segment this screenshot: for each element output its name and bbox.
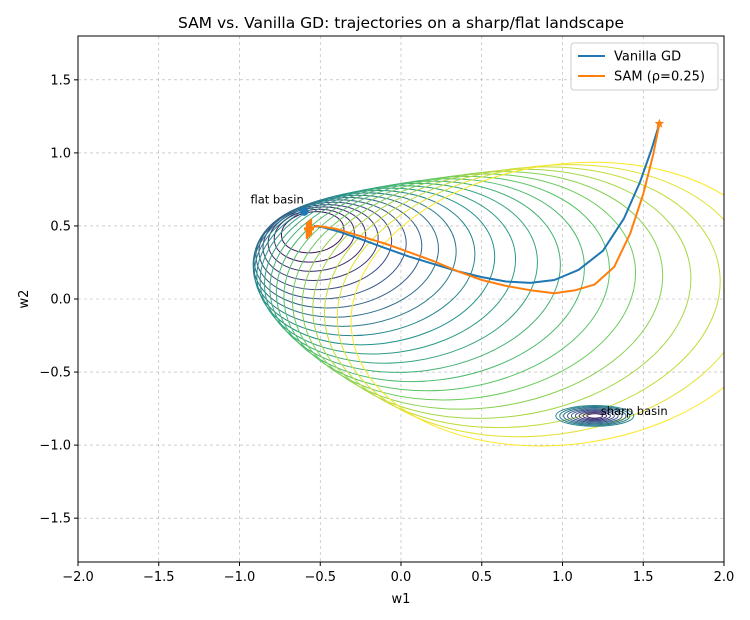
x-axis-ticks: −2.0 −1.5 −1.0 −0.5 0.0 0.5 1.0 1.5 2.0 xyxy=(62,562,734,585)
contour-flat xyxy=(283,175,610,392)
contour-flat xyxy=(350,161,724,447)
annotation-flat-basin: flat basin xyxy=(250,192,303,206)
y-tick-label: 1.0 xyxy=(50,146,71,161)
legend-box xyxy=(570,42,719,91)
contour-sharp xyxy=(563,407,627,425)
contour-sharp xyxy=(567,408,623,424)
contour-sharp xyxy=(559,406,631,426)
contour-flat xyxy=(301,171,664,410)
contour-sharp xyxy=(574,410,615,422)
contour-sharp xyxy=(555,405,635,427)
start-star-marker xyxy=(654,118,665,128)
series-line-0 xyxy=(313,123,661,284)
y-axis-label: w2 xyxy=(17,290,32,309)
series-line-1 xyxy=(308,123,661,295)
legend-label-vanilla-gd: Vanilla GD xyxy=(614,50,681,65)
contour-sharp xyxy=(578,411,611,421)
contour-flat xyxy=(291,173,637,401)
x-axis-label: w1 xyxy=(392,592,411,607)
contour-lines xyxy=(252,161,724,447)
y-tick-label: 0.5 xyxy=(50,219,71,234)
contour-sharp xyxy=(582,412,608,420)
y-tick-label: 1.5 xyxy=(50,73,71,88)
x-tick-label: 0.0 xyxy=(391,570,412,585)
contour-flat xyxy=(336,164,724,438)
chart-title: SAM vs. Vanilla GD: trajectories on a sh… xyxy=(178,14,624,32)
y-tick-label: −1.0 xyxy=(39,439,71,454)
contour-flat xyxy=(323,166,721,429)
annotations: flat basin sharp basin xyxy=(250,192,667,418)
contour-flat xyxy=(312,168,692,419)
x-tick-label: −0.5 xyxy=(304,570,336,585)
y-tick-label: −0.5 xyxy=(39,366,71,381)
x-tick-label: 1.5 xyxy=(633,570,654,585)
legend-label-sam: SAM (ρ=0.25) xyxy=(614,70,705,85)
annotation-sharp-basin: sharp basin xyxy=(601,404,668,418)
y-tick-label: −1.5 xyxy=(39,512,71,527)
x-tick-label: 1.0 xyxy=(552,570,573,585)
contour-flat xyxy=(267,206,367,272)
contour-sharp xyxy=(570,409,619,423)
y-axis-ticks: −1.5 −1.0 −0.5 0.0 0.5 1.0 1.5 xyxy=(39,73,78,527)
contour-flat xyxy=(280,211,345,254)
y-tick-label: 0.0 xyxy=(50,293,71,308)
series-lines xyxy=(299,118,665,295)
x-tick-label: −2.0 xyxy=(62,570,94,585)
x-tick-label: 0.5 xyxy=(471,570,492,585)
vanilla-gd-end-marker xyxy=(299,206,309,216)
x-tick-label: 2.0 xyxy=(714,570,735,585)
contour-sharp xyxy=(586,413,604,419)
legend: Vanilla GD SAM (ρ=0.25) xyxy=(570,42,719,91)
x-tick-label: −1.0 xyxy=(224,570,256,585)
x-tick-label: −1.5 xyxy=(143,570,175,585)
